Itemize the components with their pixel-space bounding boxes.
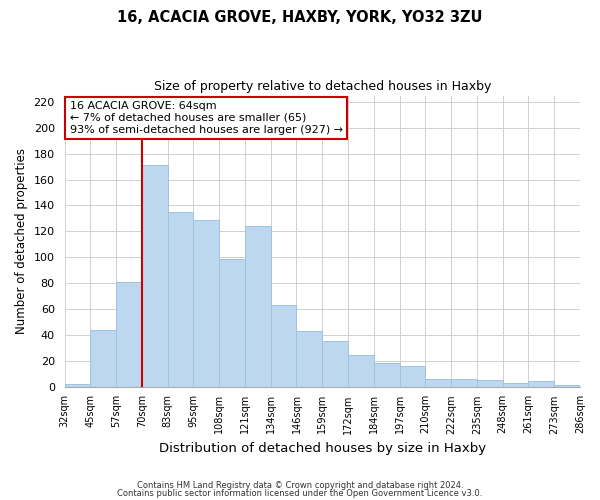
Text: Contains HM Land Registry data © Crown copyright and database right 2024.: Contains HM Land Registry data © Crown c… [137,481,463,490]
Text: 16 ACACIA GROVE: 64sqm
← 7% of detached houses are smaller (65)
93% of semi-deta: 16 ACACIA GROVE: 64sqm ← 7% of detached … [70,102,343,134]
Bar [374,363,400,386]
Bar [65,384,91,386]
X-axis label: Distribution of detached houses by size in Haxby: Distribution of detached houses by size … [159,442,486,455]
Title: Size of property relative to detached houses in Haxby: Size of property relative to detached ho… [154,80,491,93]
Bar [322,342,348,386]
Bar [142,166,167,386]
Bar [425,379,451,386]
Bar [245,226,271,386]
Bar [400,366,425,386]
Text: 16, ACACIA GROVE, HAXBY, YORK, YO32 3ZU: 16, ACACIA GROVE, HAXBY, YORK, YO32 3ZU [117,10,483,25]
Bar [451,379,477,386]
Bar [529,382,554,386]
Bar [503,382,529,386]
Bar [167,212,193,386]
Bar [477,380,503,386]
Bar [116,282,142,387]
Bar [296,331,322,386]
Bar [554,385,580,386]
Bar [348,356,374,386]
Bar [91,330,116,386]
Bar [193,220,219,386]
Bar [219,258,245,386]
Text: Contains public sector information licensed under the Open Government Licence v3: Contains public sector information licen… [118,488,482,498]
Y-axis label: Number of detached properties: Number of detached properties [15,148,28,334]
Bar [271,305,296,386]
